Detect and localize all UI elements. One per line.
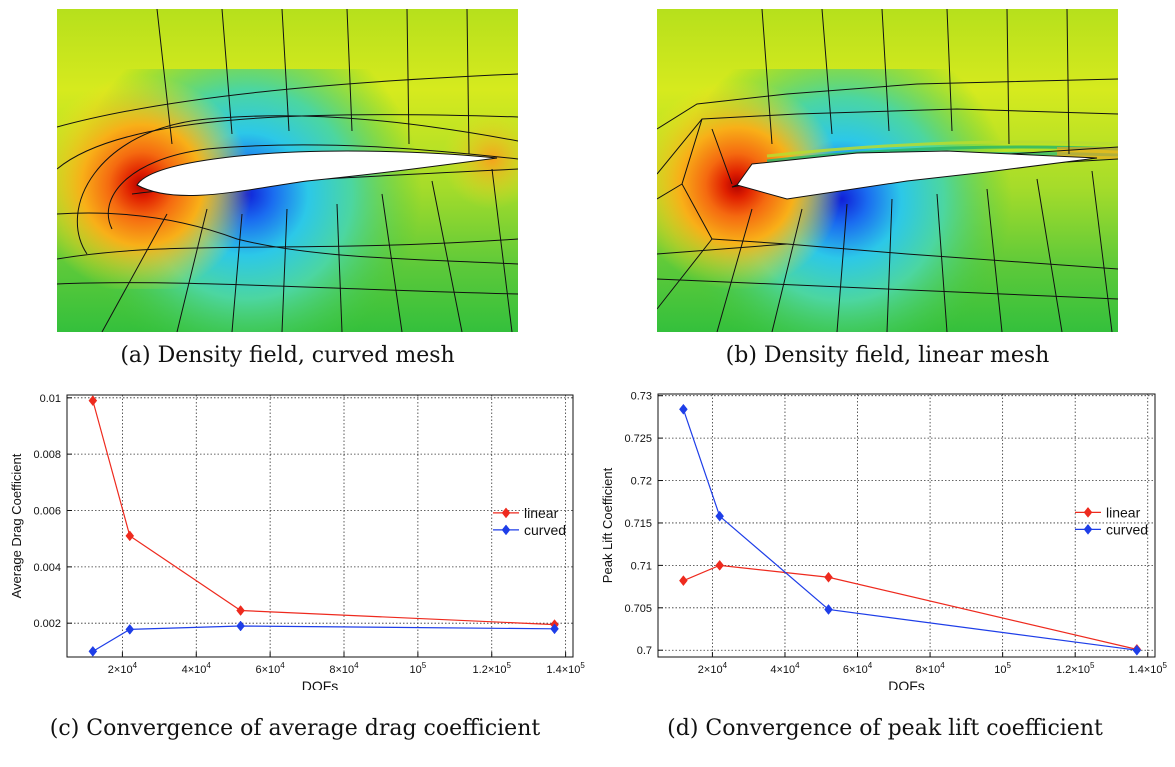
x-tick-label: 1.2×105 <box>1056 661 1095 676</box>
y-tick-label: 0.008 <box>33 449 61 461</box>
data-point-curved <box>125 623 135 635</box>
x-axis-label: DOFs <box>888 678 925 690</box>
density-field-curved-image <box>57 9 518 332</box>
x-tick-label: 6×104 <box>256 661 286 676</box>
plot-area <box>67 395 573 657</box>
y-tick-label: 0.006 <box>33 506 61 518</box>
x-tick-label: 2×104 <box>108 661 138 676</box>
plot-frame <box>657 393 1156 658</box>
y-tick-label: 0.725 <box>624 433 652 445</box>
data-point-linear <box>715 559 724 571</box>
x-tick-label: 8×104 <box>915 661 945 676</box>
y-tick-label: 0.7 <box>637 645 652 657</box>
x-tick-label: 4×104 <box>770 661 800 676</box>
y-tick-label: 0.004 <box>33 562 61 574</box>
data-point-linear <box>125 530 135 542</box>
legend-label-curved: curved <box>524 522 566 538</box>
x-tick-label: 105 <box>410 661 427 676</box>
y-tick-label: 0.71 <box>631 560 652 572</box>
legend-marker-curved <box>501 524 511 536</box>
legend-label-linear: linear <box>524 505 559 521</box>
caption-b: (b) Density field, linear mesh <box>725 343 1050 368</box>
x-tick-label: 1.4×105 <box>546 661 585 676</box>
data-point-curved <box>236 620 245 632</box>
lift-convergence-chart: 2×104 4×104 6×104 8×104 105 1.2×105 1.4×105 0.7… <box>600 391 1168 690</box>
caption-a: (a) Density field, curved mesh <box>120 343 455 368</box>
legend-marker-linear <box>1083 506 1093 518</box>
legend-marker-linear <box>501 507 511 519</box>
data-point-curved <box>679 403 688 415</box>
data-point-curved <box>1132 644 1142 656</box>
x-tick-label: 8×104 <box>329 661 359 676</box>
y-tick-label: 0.715 <box>624 518 652 530</box>
x-tick-label: 2×104 <box>698 661 728 676</box>
series-line-linear <box>92 400 555 626</box>
density-field-linear-svg <box>657 9 1118 332</box>
data-point-curved <box>715 510 724 522</box>
x-tick-label: 4×104 <box>182 661 212 676</box>
density-field-curved-svg <box>57 9 518 332</box>
legend-marker-curved <box>1083 523 1093 535</box>
series-line-curved <box>92 625 555 652</box>
y-tick-label: 0.01 <box>40 393 61 405</box>
data-point-linear <box>679 575 688 587</box>
data-point-linear <box>88 395 98 407</box>
x-tick-label: 1.4×105 <box>1129 661 1168 676</box>
caption-c: (c) Convergence of average drag coeffici… <box>49 716 541 741</box>
data-point-curved <box>824 604 833 615</box>
caption-d: (d) Convergence of peak lift coefficient <box>667 716 1103 741</box>
y-tick-label: 0.705 <box>624 603 652 615</box>
x-tick-label: 6×104 <box>843 661 873 676</box>
drag-convergence-chart: 2×104 4×104 6×104 8×104 105 1.2×105 1.4×105 0.0… <box>9 393 585 690</box>
x-tick-label: 1.2×105 <box>473 661 512 676</box>
data-point-linear <box>824 571 833 583</box>
y-tick-label: 0.002 <box>33 618 61 630</box>
legend-label-linear: linear <box>1106 504 1141 520</box>
y-axis-label: Average Drag Coefficient <box>9 453 24 598</box>
data-point-curved <box>550 623 559 635</box>
legend-label-curved: curved <box>1106 521 1148 537</box>
x-tick-label: 105 <box>994 661 1011 676</box>
plot-area <box>658 394 1155 657</box>
y-tick-label: 0.72 <box>631 476 652 488</box>
x-axis-label: DOFs <box>302 678 339 690</box>
plot-frame <box>66 394 574 658</box>
y-tick-label: 0.73 <box>631 391 652 403</box>
data-point-linear <box>236 605 245 616</box>
density-field-linear-image <box>657 9 1118 332</box>
y-axis-label: Peak Lift Coefficient <box>600 467 615 583</box>
data-point-curved <box>88 645 98 657</box>
series-line-linear <box>683 564 1137 650</box>
series-line-curved <box>682 409 1137 651</box>
